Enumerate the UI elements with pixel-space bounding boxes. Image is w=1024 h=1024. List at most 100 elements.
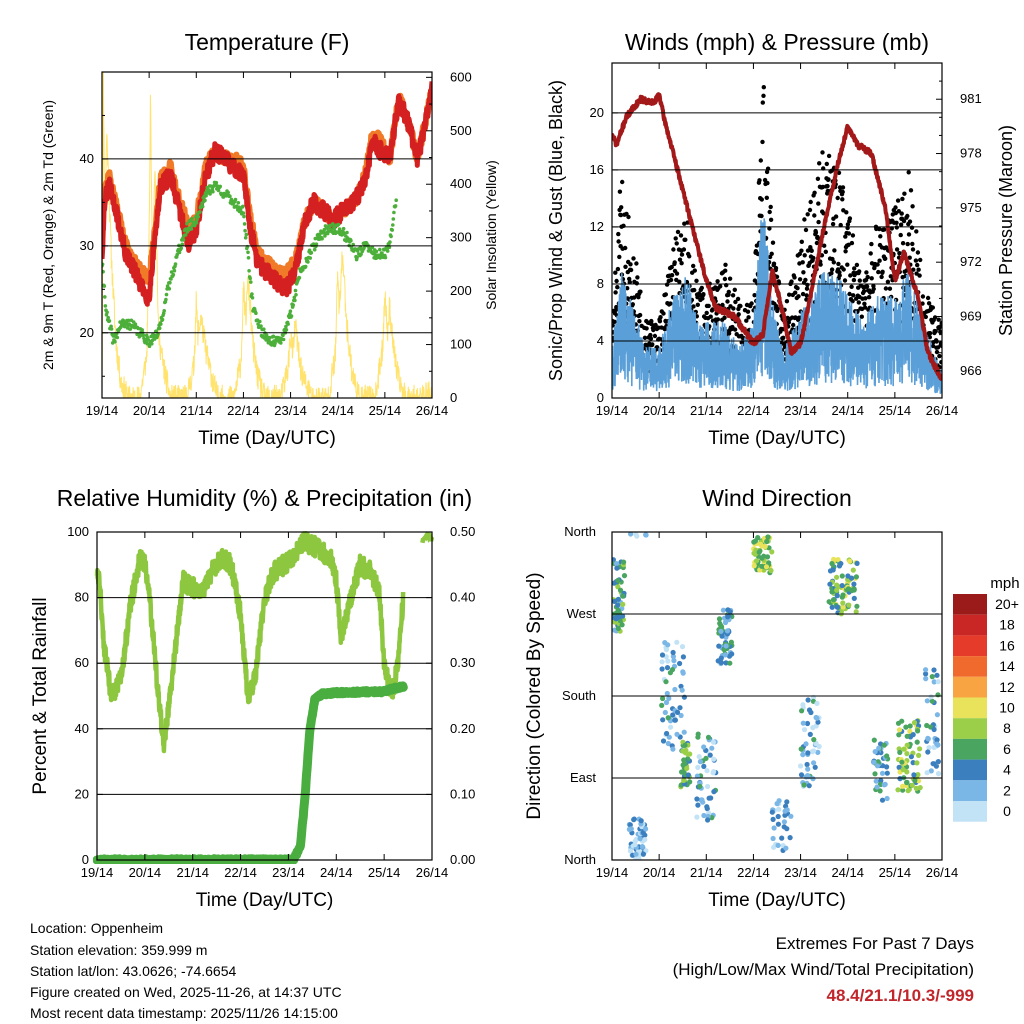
gust-point (791, 322, 796, 328)
dewpoint-point (126, 318, 131, 323)
direction-point (846, 602, 852, 608)
gust-point (888, 274, 893, 279)
direction-point (718, 628, 724, 634)
gust-point (816, 219, 821, 225)
direction-point (884, 753, 890, 759)
dewpoint-point (312, 247, 317, 252)
direction-point (612, 557, 616, 563)
gust-point (691, 304, 696, 309)
direction-point (917, 746, 923, 752)
direction-point (659, 666, 665, 672)
direction-point (763, 564, 770, 570)
gust-point (644, 326, 649, 331)
gust-point (789, 279, 794, 284)
gust-point (893, 205, 898, 210)
direction-point (854, 603, 860, 609)
direction-point (666, 695, 672, 702)
direction-point (878, 778, 884, 784)
gust-point (917, 273, 922, 278)
direction-point (616, 614, 622, 620)
direction-point (782, 812, 788, 818)
y2-tick-label: 0.20 (450, 721, 475, 736)
direction-point (904, 779, 910, 786)
direction-point (881, 742, 887, 748)
direction-point (684, 765, 690, 772)
direction-point (923, 676, 929, 682)
dewpoint-point (391, 217, 396, 221)
y2-axis-label: Station Pressure (Maroon) (996, 125, 1016, 336)
direction-point (697, 783, 703, 789)
y-tick-label: 100 (67, 524, 89, 539)
direction-point (681, 694, 688, 700)
gust-point (657, 319, 663, 324)
gust-point (813, 230, 819, 235)
gust-point (781, 335, 786, 340)
y2-tick-label: 978 (960, 146, 982, 161)
gust-point (829, 267, 835, 272)
dewpoint-point (332, 226, 337, 231)
gust-point (661, 311, 666, 316)
direction-point (798, 763, 804, 769)
dewpoint-point (105, 310, 109, 315)
gust-point (925, 295, 931, 301)
direction-point (934, 737, 940, 743)
series-wind-direction (612, 532, 942, 860)
x-tick-label: 25/14 (879, 865, 912, 880)
x-tick-label: 20/14 (129, 865, 162, 880)
dewpoint-point (177, 250, 182, 255)
gust-point (628, 267, 634, 273)
dewpoint-point (284, 328, 289, 332)
gust-point (749, 301, 754, 306)
direction-point (775, 821, 782, 827)
gust-point (862, 301, 867, 306)
gust-point (911, 267, 916, 272)
dewpoint-point (318, 232, 322, 237)
direction-point (685, 772, 692, 778)
gust-point (852, 266, 857, 271)
direction-point (929, 674, 935, 680)
y-tick-label: 40 (80, 151, 94, 166)
gust-point (851, 277, 857, 283)
gust-point (906, 170, 911, 175)
gust-point (804, 293, 809, 298)
direction-point (764, 554, 771, 560)
dewpoint-point (248, 276, 252, 281)
direction-point (665, 715, 671, 721)
direction-point (935, 692, 941, 698)
gust-point (923, 314, 928, 320)
direction-point (694, 796, 700, 802)
gust-point (627, 279, 632, 285)
gust-point (677, 257, 683, 262)
legend-swatch (953, 801, 987, 822)
direction-point (775, 842, 781, 849)
direction-point (774, 801, 780, 807)
direction-point (914, 739, 920, 745)
dewpoint-point (320, 236, 324, 241)
gust-point (618, 212, 624, 218)
gust-point (900, 241, 906, 246)
gust-point (803, 227, 809, 233)
dewpoint-point (154, 329, 159, 334)
gust-point (768, 217, 774, 222)
gust-point (767, 209, 772, 215)
direction-point (930, 761, 936, 767)
gust-point (692, 268, 697, 273)
gust-point (910, 204, 915, 209)
gust-point (691, 263, 696, 269)
panel-direction: 19/14 20/14 21/14 22/14 23/14 24/14 25/14 26/14… (524, 485, 1020, 911)
gust-point (723, 262, 728, 267)
gust-point (628, 262, 633, 267)
direction-point (900, 787, 906, 793)
gust-point (862, 305, 868, 310)
direction-point (664, 730, 670, 737)
info-location: Location: Oppenheim (30, 920, 164, 936)
gust-point (846, 231, 852, 236)
x-tick-label: 21/14 (176, 865, 209, 880)
y-tick-label: 80 (75, 590, 89, 605)
direction-point (768, 567, 774, 574)
gust-point (617, 189, 623, 194)
gust-point (849, 284, 854, 289)
dewpoint-point (247, 269, 251, 273)
gust-point (822, 243, 827, 248)
direction-point (662, 709, 668, 716)
